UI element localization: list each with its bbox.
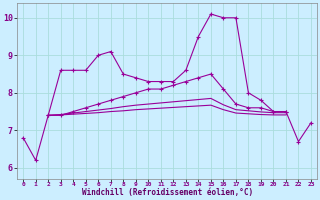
X-axis label: Windchill (Refroidissement éolien,°C): Windchill (Refroidissement éolien,°C) <box>82 188 253 197</box>
